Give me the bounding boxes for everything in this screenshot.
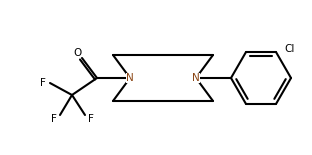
Text: N: N [192,73,200,83]
Text: N: N [126,73,134,83]
Text: F: F [51,114,57,124]
Text: O: O [73,48,81,58]
Text: F: F [88,114,94,124]
Text: F: F [40,78,46,88]
Text: Cl: Cl [284,44,295,54]
